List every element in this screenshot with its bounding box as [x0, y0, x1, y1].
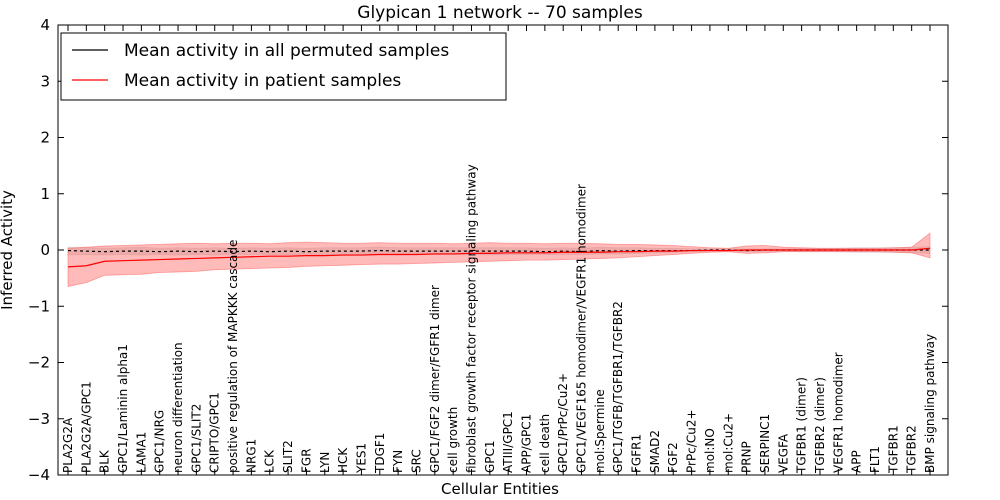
y-tick-label: 0: [40, 241, 50, 259]
x-category-label: LCK: [263, 449, 277, 473]
patient-mean-line: [67, 247, 931, 268]
x-category-label: PRNP: [740, 441, 754, 473]
legend-box: [60, 32, 507, 101]
x-category-label: FYN: [391, 450, 405, 473]
x-category-label: mol:NO: [703, 428, 717, 473]
x-category-label: cell growth: [446, 407, 460, 473]
y-tick-label: −1: [28, 297, 50, 315]
x-category-label: VEGFR1 homodimer: [831, 352, 845, 473]
x-category-label: FGR: [299, 448, 313, 473]
x-category-label: TGFBR2: [905, 425, 919, 474]
x-category-label: SMAD2: [648, 430, 662, 473]
y-tick-label: −2: [28, 354, 50, 372]
x-category-label: GPC1/PrPc/Cu2+: [556, 373, 570, 473]
y-axis-title: Inferred Activity: [0, 190, 16, 310]
x-category-label: neuron differentiation: [171, 342, 185, 473]
x-category-label: mol:Spermine: [593, 389, 607, 473]
x-category-label: LYN: [318, 452, 332, 473]
x-category-label: GPC1/SLIT2: [189, 404, 203, 473]
y-tick-label: 4: [40, 16, 50, 34]
x-category-label: fibroblast growth factor receptor signal…: [464, 164, 478, 473]
x-axis-title: Cellular Entities: [441, 480, 559, 498]
x-category-label: YES1: [354, 443, 368, 474]
x-category-label: CRIPTO/GPC1: [208, 392, 222, 473]
x-category-label: cell death: [538, 414, 552, 473]
x-category-label: GPC1/Laminin alpha1: [116, 344, 130, 473]
y-tick-label: −4: [28, 466, 50, 484]
x-category-label: HCK: [336, 447, 350, 473]
x-category-label: ATIII/GPC1: [501, 411, 515, 473]
x-category-label: TGFBR1 (dimer): [795, 377, 809, 474]
legend-label-permuted: Mean activity in all permuted samples: [124, 41, 449, 61]
x-category-label: GPC1: [483, 440, 497, 473]
chart-title: Glypican 1 network -- 70 samples: [357, 3, 643, 23]
x-category-label: TGFBR2 (dimer): [813, 377, 827, 474]
x-category-label: GPC1/NRG: [153, 410, 167, 473]
x-category-label: SERPINC1: [758, 414, 772, 473]
x-category-label: BLK: [98, 449, 112, 473]
x-category-label: GPC1/TGFB/TGFBR1/TGFBR2: [611, 301, 625, 473]
x-category-label: VEGFA: [776, 433, 790, 473]
x-category-label: mol:Cu2+: [721, 413, 735, 473]
x-category-label: APP: [850, 450, 864, 473]
x-category-label: TGFBR1: [886, 425, 900, 474]
x-category-label: TDGF1: [373, 433, 387, 474]
x-category-label: APP/GPC1: [520, 414, 534, 473]
y-tick-label: 3: [40, 72, 50, 90]
x-category-label: SRC: [409, 449, 423, 473]
x-category-label: NRG1: [244, 439, 258, 473]
x-category-label: PLA2G2A: [61, 417, 75, 473]
x-category-label: GPC1/FGF2 dimer/FGFR1 dimer: [428, 285, 442, 473]
x-category-label: BMP signaling pathway: [923, 334, 937, 473]
x-category-label: LAMA1: [134, 432, 148, 473]
y-tick-label: 2: [40, 129, 50, 147]
x-category-label: PLA2G2A/GPC1: [79, 381, 93, 473]
x-category-label: GPC1/VEGF165 homodimer/VEGFR1 homodimer: [575, 184, 589, 473]
x-category-label: PrPc/Cu2+: [685, 409, 699, 473]
patient-range-band: [67, 232, 931, 288]
x-category-label: FLT1: [868, 446, 882, 473]
x-category-label: FGFR1: [630, 434, 644, 473]
legend-label-patient: Mean activity in patient samples: [124, 71, 401, 91]
x-category-label: positive regulation of MAPKKK cascade: [226, 240, 240, 473]
x-category-label: SLIT2: [281, 440, 295, 473]
y-tick-label: −3: [28, 410, 50, 428]
y-tick-label: 1: [40, 185, 50, 203]
x-category-label: FGF2: [666, 442, 680, 473]
legend: Mean activity in all permuted samples Me…: [60, 32, 507, 101]
